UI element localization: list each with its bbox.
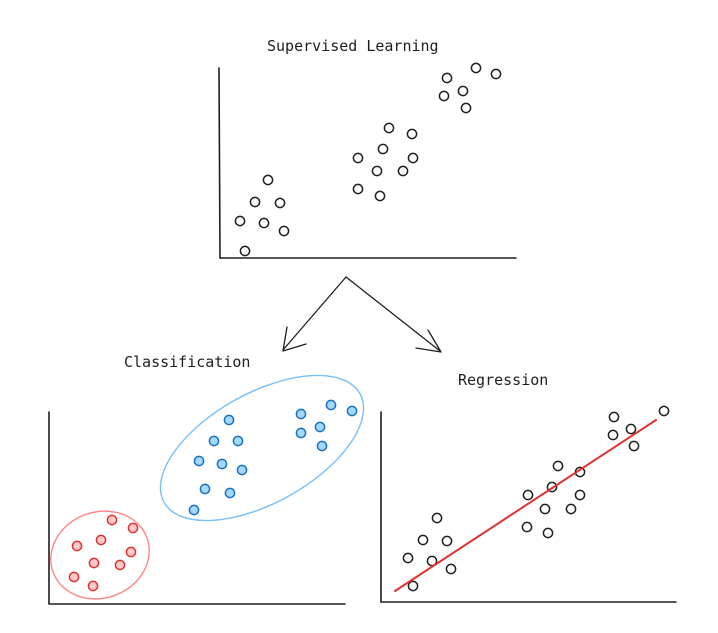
class-b-point [224, 487, 236, 499]
class-b-point [193, 455, 205, 467]
class-a-point [106, 514, 118, 526]
classification-plot [48, 374, 365, 605]
regression-point [407, 580, 419, 592]
scatter-point [278, 225, 290, 237]
top-plot-axes [218, 67, 517, 259]
regression-point [542, 527, 554, 539]
regression-axes [380, 411, 677, 603]
scatter-point [441, 72, 453, 84]
class-b-point [346, 405, 358, 417]
scatter-point [274, 197, 286, 209]
regression-point [574, 489, 586, 501]
regression-points [402, 405, 670, 592]
classification-title: Classification [124, 353, 250, 371]
scatter-point [249, 196, 261, 208]
class-a-point [127, 522, 139, 534]
regression-point [625, 423, 637, 435]
scatter-point [352, 183, 364, 195]
class-b-point [316, 440, 328, 452]
arrow-head-classification [282, 326, 307, 352]
class-a-point [114, 559, 126, 571]
class-a-point [95, 534, 107, 546]
scatter-point [438, 90, 450, 102]
class-b-point [208, 435, 220, 447]
class-b-point [295, 427, 307, 439]
branch-arrows [282, 276, 442, 353]
class-b-point [314, 421, 326, 433]
classification-axes [48, 411, 346, 605]
class-b-point [295, 408, 307, 420]
regression-point [552, 460, 564, 472]
scatter-point [234, 215, 246, 227]
regression-point [628, 440, 640, 452]
class-a-point [68, 571, 80, 583]
class-b-point [236, 464, 248, 476]
scatter-point [457, 85, 469, 97]
scatter-point [352, 152, 364, 164]
regression-point [565, 503, 577, 515]
class-a-cluster-boundary [50, 510, 150, 600]
regression-point [417, 534, 429, 546]
regression-point [608, 411, 620, 423]
supervised-learning-title: Supervised Learning [267, 37, 439, 55]
arrow-head-regression [415, 329, 442, 353]
class-b-point [223, 414, 235, 426]
regression-title: Regression [458, 371, 548, 389]
regression-point [607, 429, 619, 441]
regression-point [539, 503, 551, 515]
scatter-point [460, 102, 472, 114]
scatter-point [397, 165, 409, 177]
class-b-points [188, 399, 358, 516]
scatter-point [406, 128, 418, 140]
class-a-point [71, 540, 83, 552]
regression-line [394, 419, 657, 592]
class-b-point [325, 399, 337, 411]
arrow-to-classification [282, 276, 347, 351]
regression-plot [380, 405, 677, 603]
top-plot-points [234, 62, 502, 257]
regression-point [658, 405, 670, 417]
regression-point [521, 521, 533, 533]
class-a-points [68, 514, 139, 592]
scatter-point [407, 152, 419, 164]
scatter-point [239, 245, 251, 257]
scatter-point [383, 122, 395, 134]
class-b-point [232, 435, 244, 447]
scatter-point [490, 68, 502, 80]
class-a-point [125, 546, 137, 558]
scatter-point [377, 143, 389, 155]
scatter-point [374, 190, 386, 202]
class-a-point [88, 557, 100, 569]
class-b-point [199, 483, 211, 495]
regression-point [441, 535, 453, 547]
class-b-cluster-boundary [159, 374, 365, 522]
class-a-point [87, 580, 99, 592]
regression-point [402, 552, 414, 564]
arrow-to-regression [345, 276, 441, 352]
regression-point [522, 489, 534, 501]
regression-point [431, 512, 443, 524]
scatter-point [371, 165, 383, 177]
class-b-point [188, 504, 200, 516]
scatter-point [262, 174, 274, 186]
supervised-learning-plot [218, 62, 517, 259]
scatter-point [258, 217, 270, 229]
scatter-point [470, 62, 482, 74]
class-b-point [216, 458, 228, 470]
regression-point [445, 563, 457, 575]
